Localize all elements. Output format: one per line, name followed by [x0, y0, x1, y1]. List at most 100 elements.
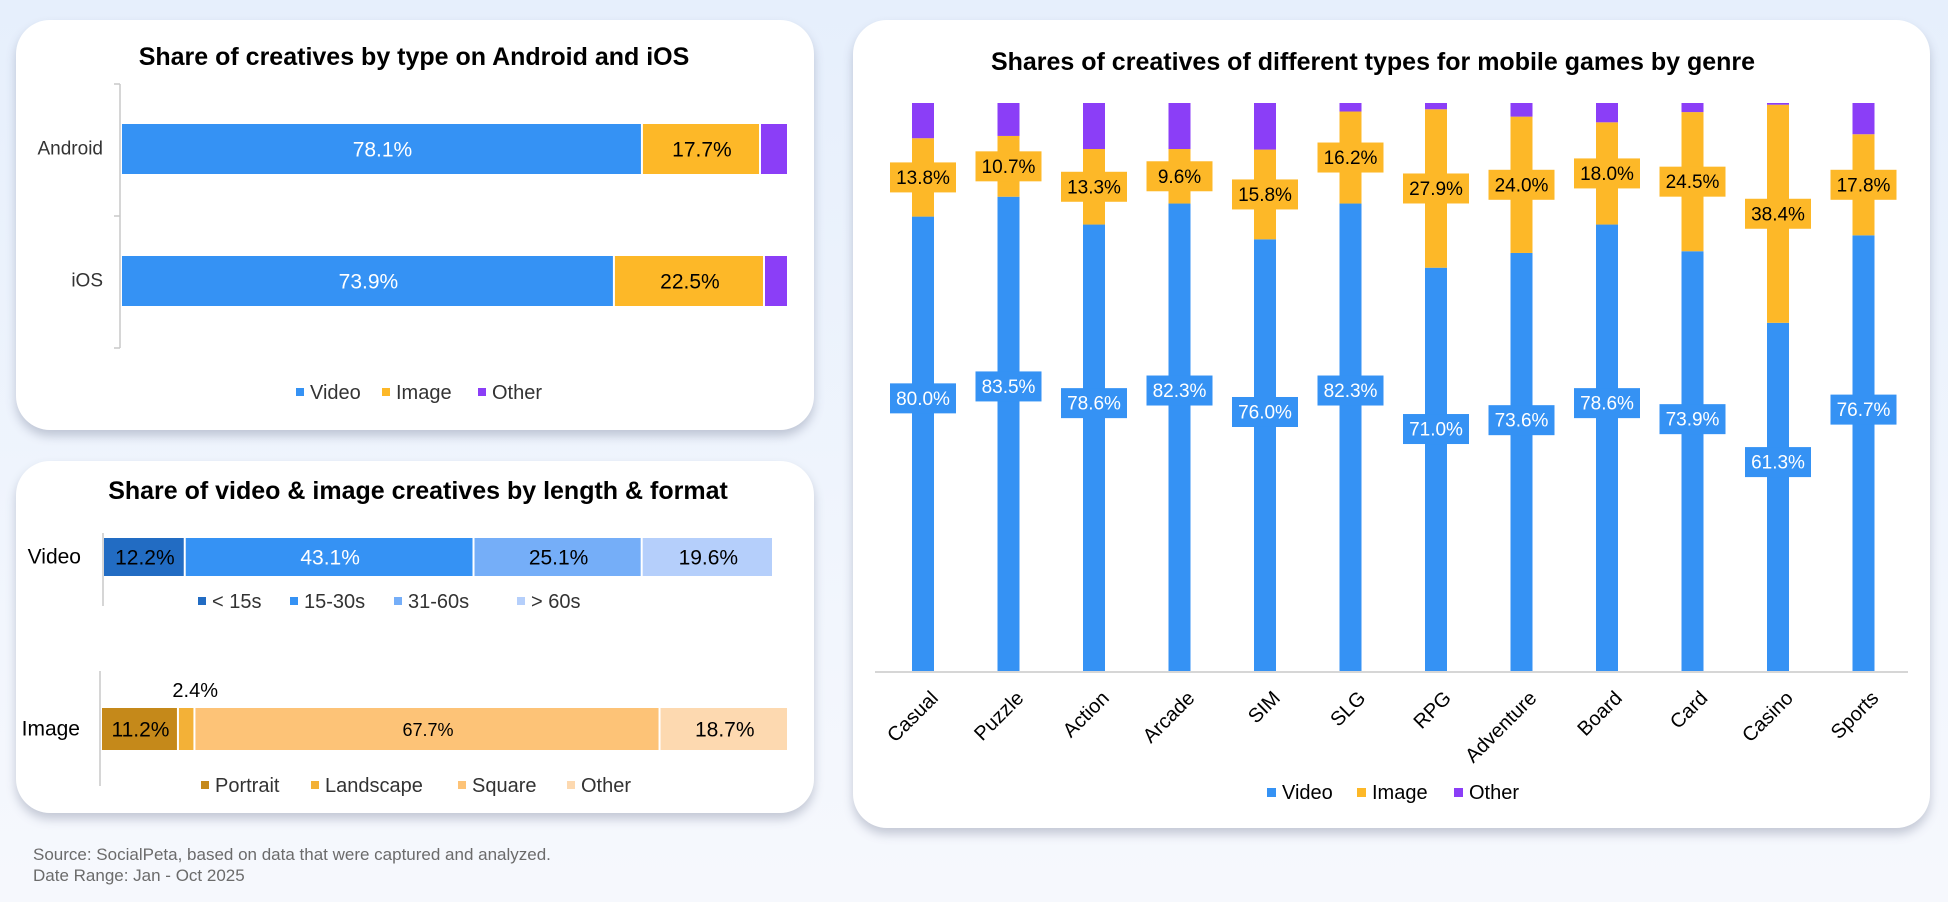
category-label: Casino: [1738, 687, 1798, 747]
data-label-video: 73.9%: [1666, 410, 1720, 431]
legend-label: Landscape: [325, 775, 423, 797]
data-label-video: 82.3%: [1153, 381, 1207, 402]
data-label: 25.1%: [529, 547, 589, 570]
legend-swatch: [198, 597, 206, 605]
data-label-box: [1061, 171, 1127, 202]
data-label: 18.7%: [695, 719, 755, 742]
data-label-image: 17.8%: [1837, 175, 1891, 196]
bar-segment-image: [178, 708, 194, 750]
data-label-box: [1745, 198, 1811, 229]
data-label: 11.2%: [111, 719, 169, 742]
data-label-box: [1488, 405, 1555, 436]
bar-segment-other: [1852, 103, 1875, 135]
category-label: SLG: [1326, 687, 1370, 731]
data-label: 78.1%: [353, 139, 413, 162]
legend-swatch-other: [478, 388, 486, 396]
data-label-video: 80.0%: [896, 389, 950, 410]
legend-label: Image: [396, 382, 452, 404]
category-label: iOS: [71, 271, 103, 292]
bar-segment-video: [1339, 203, 1362, 671]
legend-label: Portrait: [215, 775, 280, 797]
bar-segment-other: [1425, 103, 1447, 110]
category-label: Adventure: [1461, 687, 1541, 767]
data-label-image: 16.2%: [1324, 148, 1378, 169]
data-label-box: [1488, 169, 1555, 200]
data-label-video: 76.7%: [1837, 400, 1891, 421]
date-range-note: Date Range: Jan - Oct 2025: [33, 866, 245, 885]
data-label-box: [1403, 173, 1469, 204]
data-label-video: 76.0%: [1238, 402, 1292, 423]
data-label-video: 83.5%: [982, 377, 1036, 398]
data-label: 19.6%: [679, 547, 739, 570]
chart-title: Share of video & image creatives by leng…: [108, 477, 728, 505]
data-label-image: 10.7%: [982, 157, 1036, 178]
data-label-box: [1232, 179, 1298, 210]
data-label-box: [975, 151, 1042, 182]
data-label: 17.7%: [672, 139, 732, 162]
bar-segment-image: [614, 256, 763, 306]
legend-label: < 15s: [212, 591, 261, 613]
data-label-box: [1574, 158, 1640, 189]
data-label-outside: 2.4%: [172, 680, 218, 702]
data-label-video: 78.6%: [1067, 394, 1121, 415]
legend-swatch: [517, 597, 525, 605]
legend-swatch: [567, 781, 575, 789]
legend-label: Square: [472, 775, 537, 797]
bar-segment-other: [764, 256, 787, 306]
row-label-video: Video: [28, 546, 81, 569]
data-label: 22.5%: [660, 271, 720, 294]
data-label: 73.9%: [339, 271, 399, 294]
legend-label: > 60s: [531, 591, 580, 613]
legend-label: 15-30s: [304, 591, 365, 613]
bar-segment-video: [1083, 224, 1105, 671]
legend-swatch-image: [1357, 788, 1366, 797]
category-label: Casual: [883, 687, 943, 747]
data-label-image: 15.8%: [1238, 185, 1292, 206]
data-label-video: 61.3%: [1751, 453, 1805, 474]
data-label-box: [890, 162, 956, 193]
legend-swatch: [394, 597, 402, 605]
data-label-box: [890, 383, 956, 414]
bar-segment-video: [1168, 203, 1191, 671]
source-note: Source: SocialPeta, based on data that w…: [33, 845, 551, 864]
bar-segment-video: [1852, 235, 1875, 671]
data-label-image: 27.9%: [1409, 179, 1463, 200]
data-label-video: 73.6%: [1495, 411, 1549, 432]
bar-segment-video: [1425, 267, 1447, 671]
data-label-video: 78.6%: [1580, 394, 1634, 415]
category-label: Board: [1573, 687, 1626, 740]
category-label: Android: [38, 139, 104, 160]
genre-chart: Shares of creatives of different types f…: [875, 48, 1908, 804]
data-label-box: [1146, 161, 1213, 192]
platform-chart: Share of creatives by type on Android an…: [38, 43, 787, 404]
bar-segment-video: [1254, 239, 1276, 671]
legend-swatch: [290, 597, 298, 605]
data-label-video: 82.3%: [1324, 381, 1378, 402]
category-label: Arcade: [1139, 687, 1199, 747]
legend-swatch-video: [1267, 788, 1276, 797]
bar-segment-other: [1254, 103, 1276, 150]
bar-segment-image: [660, 708, 787, 750]
bar-segment-video: [185, 538, 473, 576]
platform-chart-card: Share of creatives by type on Android an…: [16, 20, 814, 430]
data-label: 43.1%: [300, 547, 360, 570]
data-label-box: [1830, 169, 1897, 200]
data-label-box: [1659, 404, 1726, 435]
data-label-box: [1061, 388, 1127, 419]
category-label: Sports: [1827, 687, 1883, 743]
bar-segment-video: [1596, 224, 1618, 671]
bar-segment-other: [1339, 103, 1362, 112]
legend-swatch-other: [1454, 788, 1463, 797]
bar-segment-other: [1681, 103, 1704, 113]
legend-swatch: [458, 781, 466, 789]
bar-segment-video: [1767, 322, 1789, 671]
data-label: 12.2%: [115, 547, 175, 570]
bar-segment-video: [122, 256, 613, 306]
data-label-image: 9.6%: [1158, 167, 1201, 188]
legend-label: Other: [492, 382, 542, 404]
legend-swatch-image: [382, 388, 390, 396]
row-label-image: Image: [22, 718, 80, 741]
chart-title: Shares of creatives of different types f…: [991, 48, 1755, 76]
category-label: Card: [1666, 687, 1712, 733]
bar-segment-video: [1681, 251, 1704, 672]
